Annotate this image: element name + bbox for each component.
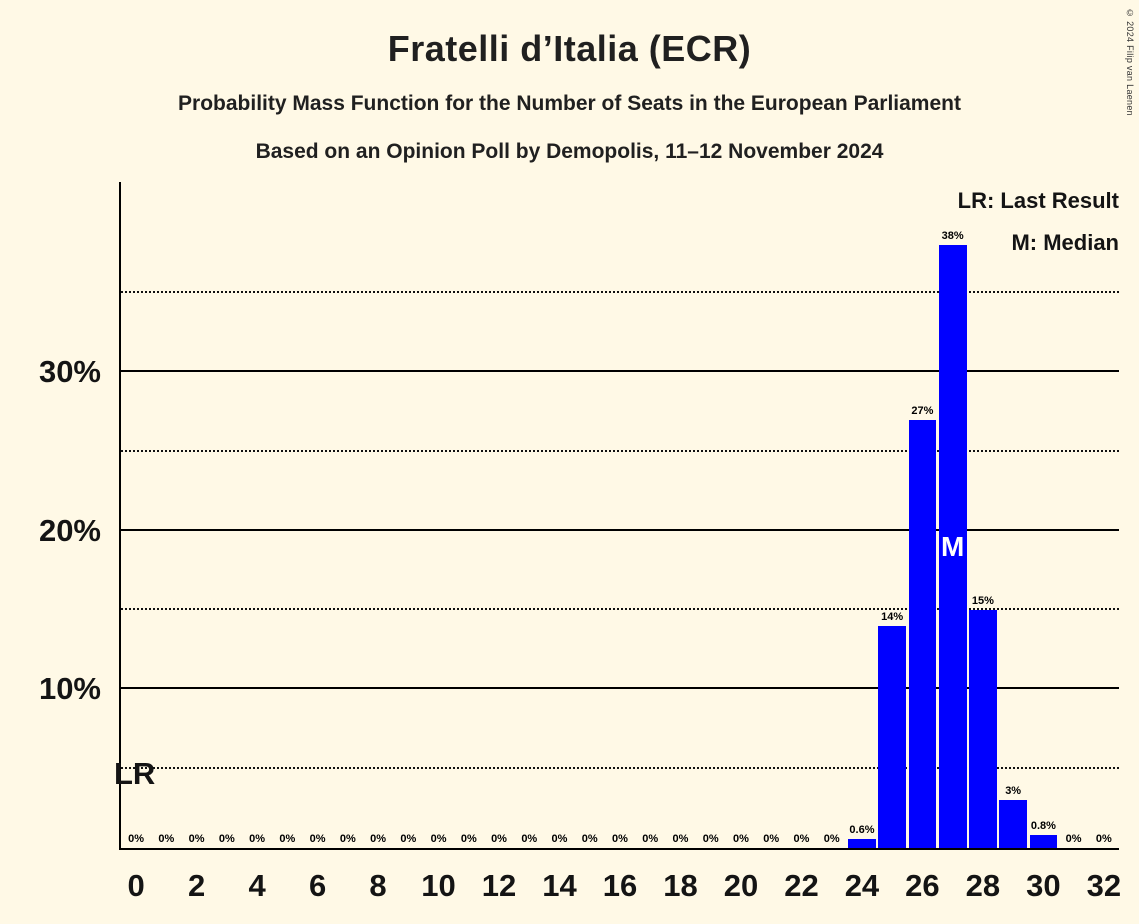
bar-value-label-seat-25: 14% <box>881 611 904 623</box>
x-tick-label-12: 12 <box>481 868 517 903</box>
bar-seat-25 <box>878 626 907 848</box>
bar-seat-30 <box>1029 835 1058 848</box>
bar-value-label-seat-31: 0% <box>1065 833 1082 845</box>
bar-value-label-seat-2: 0% <box>188 833 205 845</box>
x-tick-label-30: 30 <box>1026 868 1061 903</box>
bar-value-label-seat-7: 0% <box>339 833 356 845</box>
copyright-notice: © 2024 Filip van Laenen <box>1125 8 1135 116</box>
bar-value-label-seat-28: 15% <box>971 595 994 608</box>
bar-value-label-seat-17: 0% <box>642 833 659 845</box>
y-tick-label-20: 20% <box>38 512 101 548</box>
bar-value-label-seat-5: 0% <box>279 833 296 845</box>
bar-value-label-seat-26: 27% <box>911 404 934 417</box>
median-marker: M <box>940 530 965 562</box>
bar-value-label-seat-20: 0% <box>733 833 749 845</box>
bar-value-label-seat-9: 0% <box>400 833 417 845</box>
bar-value-label-seat-8: 0% <box>370 833 386 845</box>
legend: LR: Last Result M: Median <box>958 188 1119 272</box>
x-tick-label-32: 32 <box>1086 868 1122 903</box>
last-result-label: LR <box>114 756 156 791</box>
y-axis-line <box>119 182 121 848</box>
x-tick-label-26: 26 <box>905 868 940 903</box>
x-tick-label-20: 20 <box>723 868 759 903</box>
legend-median: M: Median <box>1011 230 1119 255</box>
bar-seat-24 <box>848 838 876 848</box>
bar-value-label-seat-6: 0% <box>309 833 326 845</box>
x-tick-label-0: 0 <box>127 868 145 903</box>
bar-value-label-seat-19: 0% <box>702 833 719 845</box>
x-tick-label-24: 24 <box>844 868 880 903</box>
gridline-30pct <box>121 370 1119 373</box>
x-tick-label-22: 22 <box>784 868 819 903</box>
bar-value-label-seat-30: 0.8% <box>1030 820 1056 833</box>
bar-value-label-seat-21: 0% <box>763 833 780 845</box>
x-tick-label-28: 28 <box>965 868 1001 903</box>
x-tick-label-10: 10 <box>421 868 456 903</box>
gridline-35pct <box>121 291 1119 293</box>
bar-seat-26 <box>908 419 937 848</box>
chart-subtitle: Probability Mass Function for the Number… <box>178 92 961 115</box>
bar-value-label-seat-24: 0.6% <box>849 823 875 836</box>
y-tick-label-30: 30% <box>38 354 101 390</box>
gridline-10pct <box>121 687 1119 690</box>
x-tick-label-16: 16 <box>602 868 638 903</box>
legend-last-result: LR: Last Result <box>957 188 1119 213</box>
bar-value-label-seat-11: 0% <box>460 833 477 845</box>
bar-value-label-seat-15: 0% <box>581 833 598 845</box>
bar-value-label-seat-1: 0% <box>158 833 175 845</box>
bar-value-label-seat-23: 0% <box>823 833 840 845</box>
bar-value-label-seat-22: 0% <box>793 833 810 845</box>
bar-value-label-seat-29: 3% <box>1005 785 1022 798</box>
bar-value-label-seat-27: 38% <box>941 230 964 243</box>
bar-value-label-seat-16: 0% <box>612 833 628 845</box>
gridline-25pct <box>121 449 1119 452</box>
x-tick-label-18: 18 <box>663 868 698 903</box>
bar-seat-28 <box>969 610 997 848</box>
bar-value-label-seat-13: 0% <box>521 833 538 845</box>
bar-value-label-seat-4: 0% <box>249 833 266 845</box>
bar-value-label-seat-14: 0% <box>551 833 568 845</box>
bar-value-label-seat-32: 0% <box>1095 833 1112 845</box>
bar-value-label-seat-12: 0% <box>491 833 507 845</box>
page-title: Fratelli d’Italia (ECR) <box>387 28 752 69</box>
x-axis-line <box>119 848 1119 850</box>
x-tick-label-14: 14 <box>542 868 577 903</box>
bar-value-label-seat-0: 0% <box>128 833 145 845</box>
x-tick-label-4: 4 <box>248 868 266 903</box>
gridline-15pct <box>121 608 1119 611</box>
gridline-5pct <box>121 766 1119 769</box>
bar-value-label-seat-18: 0% <box>672 833 689 845</box>
y-tick-label-10: 10% <box>38 671 101 707</box>
x-tick-label-8: 8 <box>369 868 387 903</box>
bar-value-label-seat-3: 0% <box>218 833 235 845</box>
x-tick-label-2: 2 <box>187 868 206 903</box>
x-tick-label-6: 6 <box>308 868 327 903</box>
bar-value-label-seat-10: 0% <box>430 833 447 845</box>
bar-seat-27 <box>938 245 967 848</box>
plot-area: LR 10% 20% 30% 0 2 4 6 8 10 12 14 16 18 20 22 24 26 28 30 3… <box>39 182 1121 903</box>
gridline-20pct <box>121 528 1119 531</box>
bar-seat-29 <box>999 800 1027 848</box>
chart-poll-subtitle: Based on an Opinion Poll by Demopolis, 1… <box>255 140 884 163</box>
